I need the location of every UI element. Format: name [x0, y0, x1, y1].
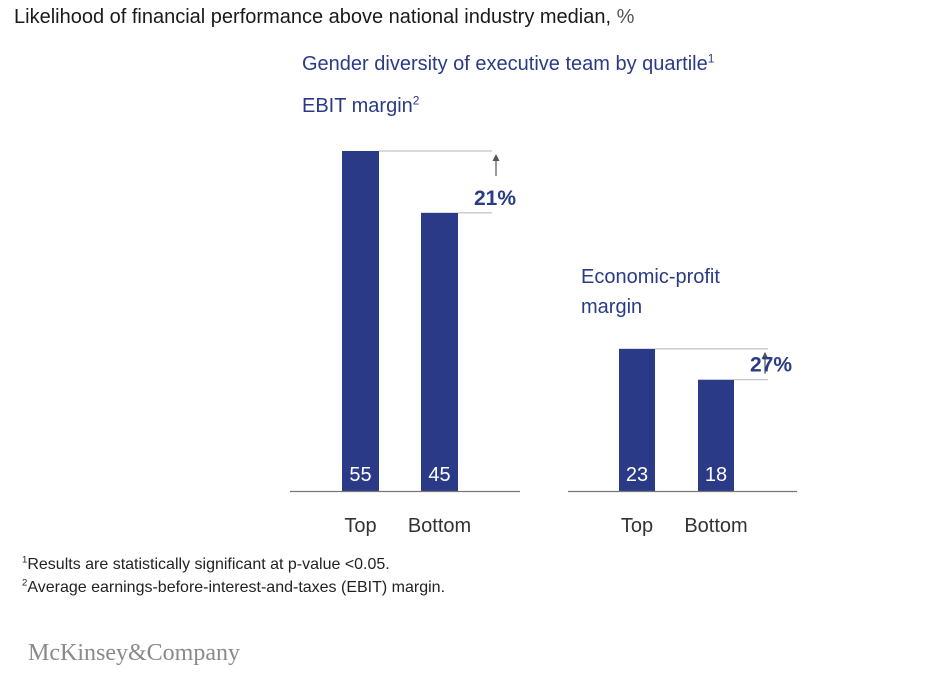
economic-profit-bar-top	[619, 348, 655, 491]
economic-profit-difference-label: 27%	[750, 354, 792, 377]
chart-subtitle-footnote-mark: 1	[707, 51, 715, 66]
chart-title-text: Likelihood of financial performance abov…	[14, 6, 612, 28]
economic-profit-value-label-bottom: 18	[705, 464, 727, 486]
ebit-difference-arrow-icon	[492, 154, 500, 161]
economic-profit-difference-arrow-icon	[761, 351, 769, 359]
economic-profit-bar-bottom	[698, 379, 734, 491]
ebit-panel-title-text: EBIT margin	[302, 95, 413, 117]
ebit-value-label-top: 55	[349, 464, 371, 486]
ebit-category-label-top: Top	[344, 515, 376, 537]
economic-profit-title-line-2: margin	[581, 296, 643, 318]
economic-profit-category-label-bottom: Bottom	[684, 515, 747, 537]
ebit-panel-title-footnote-mark: 2	[412, 93, 420, 108]
economic-profit-value-label-top: 23	[626, 464, 648, 486]
footnote-2-text: Average earnings-before-interest-and-tax…	[27, 579, 446, 596]
ebit-value-label-bottom: 45	[428, 464, 450, 486]
footnote-1-mark: 1	[22, 554, 28, 566]
bar-chart: 55 Top 45 Bottom 21% 23 Top 18 Bottom 27%	[290, 150, 797, 537]
economic-profit-title-line-1: Economic-profit	[581, 266, 720, 288]
ebit-difference-label: 21%	[474, 187, 516, 210]
ebit-bar-bottom	[421, 212, 458, 491]
footnote-1-text: Results are statistically significant at…	[27, 556, 390, 573]
footnote-2-mark: 2	[22, 577, 28, 589]
chart-title: Likelihood of financial performance abov…	[14, 6, 634, 29]
economic-profit-category-label-top: Top	[621, 515, 653, 537]
chart-subtitle-text: Gender diversity of executive team by qu…	[302, 53, 708, 75]
chart-subtitle: Gender diversity of executive team by qu…	[302, 51, 715, 76]
economic-profit-panel-title: Economic-profit margin	[581, 262, 720, 322]
ebit-bar-top	[342, 151, 379, 491]
ebit-category-label-bottom: Bottom	[408, 515, 471, 537]
chart-title-unit: %	[616, 6, 635, 28]
brand-logo: McKinsey&Company	[28, 640, 240, 666]
ebit-panel-title: EBIT margin2	[302, 91, 419, 121]
footnote-1: 1Results are statistically significant a…	[22, 554, 390, 574]
footnote-2: 2Average earnings-before-interest-and-ta…	[22, 577, 446, 597]
